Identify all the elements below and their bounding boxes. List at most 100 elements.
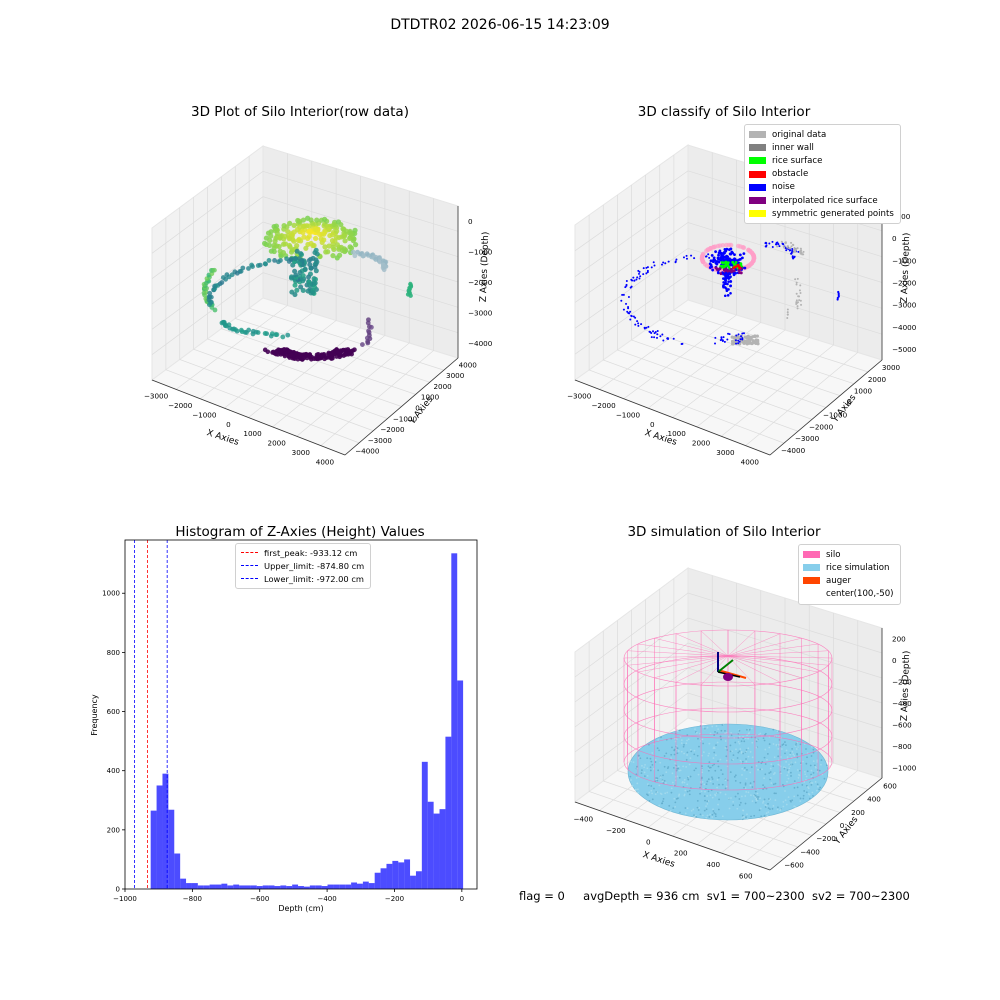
rice-point (669, 758, 672, 761)
p1-data-point (317, 356, 322, 361)
p1-data-point (337, 350, 343, 355)
p1-data-point (332, 351, 337, 357)
p2-data-point (780, 240, 783, 243)
p1-data-point (207, 294, 213, 300)
silo-roof-line (727, 655, 829, 666)
rice-point (747, 747, 750, 750)
rice-point (674, 801, 677, 804)
rice-point (712, 808, 714, 811)
p2-z-tick-label: −2000 (892, 279, 917, 288)
rice-point (782, 785, 785, 788)
p1-data-point (301, 355, 307, 361)
p1-x-tick-label: 4000 (316, 457, 335, 466)
p2-data-point (720, 268, 726, 274)
rice-point (749, 771, 752, 774)
p2-data-point (717, 260, 721, 264)
p1-data-point (301, 223, 307, 229)
rice-point (638, 754, 640, 757)
rice-point (704, 728, 707, 731)
p1-data-point (380, 262, 386, 268)
legend-label: obstacle (772, 169, 809, 180)
p2-data-point (730, 250, 734, 254)
p1-data-point (207, 302, 212, 308)
p1-data-point (318, 236, 324, 242)
p2-data-point (719, 265, 723, 268)
legend-item-interpolated-rice-surface: interpolated rice surface (749, 194, 894, 207)
rice-point (746, 818, 749, 820)
rice-point (733, 737, 736, 739)
p1-data-point (286, 353, 291, 359)
p1-data-point (281, 347, 287, 352)
p2-data-point (795, 292, 798, 295)
p2-data-point (724, 268, 730, 274)
p1-data-point (348, 245, 355, 251)
p2-data-point (716, 271, 720, 275)
p1-data-point (284, 349, 289, 354)
rice-point (695, 731, 697, 733)
p2-data-point (715, 267, 720, 273)
p1-data-point (338, 244, 344, 250)
rice-point (810, 755, 813, 757)
p2-data-point (794, 278, 797, 281)
rice-point (712, 757, 715, 759)
p1-data-point (406, 289, 412, 294)
rice-point (774, 735, 777, 738)
p1-data-point (321, 237, 327, 243)
p1-data-point (213, 283, 219, 289)
rice-point (748, 728, 751, 731)
rice-point (660, 793, 663, 796)
p2-data-point (723, 263, 727, 267)
p1-data-point (350, 237, 356, 244)
p1-data-point (278, 352, 284, 357)
p2-data-point (764, 241, 767, 244)
p2-data-point (798, 295, 801, 298)
p1-data-point (337, 351, 342, 356)
p2-data-point (722, 252, 726, 255)
p2-data-point (717, 257, 720, 261)
p2-data-point (751, 341, 755, 345)
histogram-y-tick-label: 800 (107, 649, 120, 657)
rice-point (741, 814, 744, 817)
rice-point (729, 750, 732, 753)
p2-data-point (728, 272, 732, 276)
p2-data-point (725, 276, 728, 280)
p1-data-point (306, 274, 312, 280)
p2-data-point (744, 264, 750, 270)
p2-data-point (716, 256, 720, 260)
p2-data-point (734, 262, 738, 266)
p1-data-point (206, 298, 211, 304)
p2-data-point (725, 254, 729, 258)
rice-point (764, 732, 767, 735)
rice-point (753, 780, 755, 783)
rice-point (717, 808, 720, 811)
rice-point (724, 746, 727, 749)
silo-roof-line (637, 643, 729, 657)
p2-data-point (711, 244, 716, 250)
p1-data-point (343, 352, 348, 357)
p1-data-point (271, 224, 277, 230)
p2-data-point (728, 271, 732, 275)
p1-data-point (334, 347, 339, 353)
histogram-bar (168, 809, 175, 889)
p1-data-point (316, 355, 321, 360)
rice-point (718, 798, 720, 801)
p1-data-point (308, 265, 314, 271)
rice-point (709, 780, 712, 783)
p2-data-point (727, 280, 730, 283)
p1-data-point (280, 351, 286, 356)
rice-point (762, 788, 765, 790)
rice-point (674, 762, 677, 765)
rice-point (745, 777, 748, 780)
p4-z-tick-label: −400 (892, 699, 912, 708)
rice-point (711, 725, 714, 728)
p1-grid-line (200, 161, 313, 400)
p2-data-point (729, 268, 734, 274)
rice-point (721, 723, 724, 726)
legend-label: rice simulation (826, 562, 890, 573)
p4-x-axis-line (574, 801, 771, 871)
rice-point (773, 792, 776, 795)
rice-point (720, 769, 723, 771)
p1-data-point (338, 352, 344, 358)
p2-data-point (745, 335, 749, 339)
simulation-3d-plot: −400−20002004006006004002000−200−400−600… (573, 567, 917, 880)
